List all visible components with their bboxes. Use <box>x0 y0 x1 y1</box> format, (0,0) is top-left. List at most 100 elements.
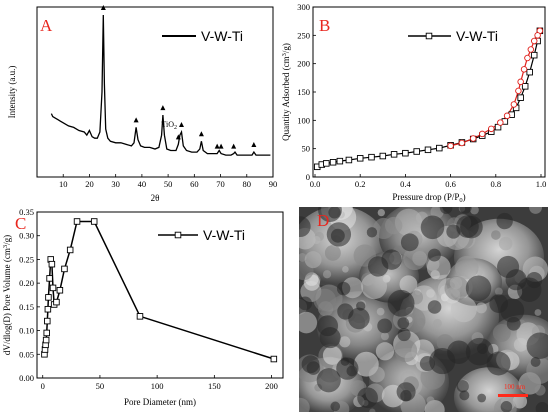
scale-bar <box>498 394 528 397</box>
sem-grain <box>513 337 528 352</box>
sem-grain <box>380 332 389 341</box>
sem-shadow <box>446 224 461 239</box>
sem-shadow <box>348 307 370 330</box>
desorption-point <box>488 125 495 133</box>
sem-grain <box>426 396 435 405</box>
sem-grain <box>394 208 423 237</box>
sem-grain <box>299 311 318 334</box>
sem-shadow <box>459 390 470 401</box>
pore-data-point <box>90 218 98 225</box>
sem-shadow <box>387 289 415 317</box>
sem-shadow <box>330 401 341 412</box>
x-tick-label: 40 <box>138 179 147 189</box>
x-tick-label: 150 <box>208 381 221 391</box>
peak-marker <box>251 142 257 148</box>
x-tick-label: 50 <box>96 381 105 391</box>
sem-grain <box>512 394 528 409</box>
sem-grain <box>455 255 479 280</box>
pore-data-point <box>44 317 51 325</box>
adsorption-point <box>413 148 420 155</box>
sem-shadow <box>299 216 311 238</box>
xrd-series-line <box>50 14 271 156</box>
y-tick-label: 300 <box>297 2 310 12</box>
pore-data-point <box>56 287 64 294</box>
peak-marker <box>133 117 139 123</box>
panel-letter-c: C <box>15 214 26 233</box>
x-tick-label: 0.2 <box>355 179 366 189</box>
sem-grain <box>475 302 487 314</box>
peak-marker <box>100 5 106 10</box>
sem-grain <box>299 397 310 412</box>
sem-shadow <box>447 340 471 364</box>
sem-grain <box>304 251 322 269</box>
desorption-point <box>497 119 504 126</box>
x-tick-label: 60 <box>190 179 199 189</box>
sem-shadow <box>439 207 453 214</box>
desorption-line <box>450 30 541 147</box>
adsorption-point <box>424 146 432 154</box>
sem-shadow <box>366 227 378 238</box>
adsorption-point <box>345 156 353 164</box>
x-tick-label: 1.0 <box>536 179 547 189</box>
panel-letter-b: B <box>319 16 330 35</box>
sem-grain <box>361 273 388 300</box>
desorption-point <box>447 142 454 150</box>
sem-grain <box>312 236 321 245</box>
adsorption-line <box>317 30 541 168</box>
peak-marker <box>198 131 204 137</box>
sem-grain <box>368 366 385 383</box>
adsorption-point <box>368 153 375 161</box>
sem-grain <box>376 307 385 316</box>
sem-shadow <box>497 255 520 278</box>
desorption-point <box>458 139 466 147</box>
y-tick-label: 0.05 <box>19 349 34 359</box>
adsorption-point <box>323 160 330 167</box>
desorption-point <box>478 130 486 138</box>
pore-data-point <box>270 355 278 363</box>
x-tick-label: 70 <box>216 179 225 189</box>
y-tick-label: 150 <box>297 87 310 97</box>
pore-data-point <box>45 294 52 301</box>
sem-shadow <box>420 215 445 240</box>
sem-shadow <box>316 368 341 393</box>
desorption-point <box>527 46 535 53</box>
peak-marker <box>218 143 224 149</box>
y-axis-label: dV/dlog(D) Pore Volume (cm3/g) <box>2 235 12 355</box>
sem-texture <box>299 207 548 412</box>
y-tick-label: 100 <box>297 115 310 125</box>
sem-shadow <box>299 296 313 311</box>
x-tick-label: 10 <box>59 179 68 189</box>
legend-label: V-W-Ti <box>456 28 498 44</box>
y-tick-label: 0.35 <box>19 207 34 217</box>
sem-grain <box>450 296 477 323</box>
sem-shadow <box>340 357 350 366</box>
sem-grain <box>322 270 332 279</box>
sem-grain <box>322 345 342 365</box>
sem-shadow <box>456 380 469 393</box>
sem-grain <box>426 255 451 280</box>
sem-grain <box>498 236 513 251</box>
sem-shadow <box>328 207 341 219</box>
sem-shadow <box>419 356 435 372</box>
sem-grain <box>394 339 418 363</box>
y-tick-label: 0.15 <box>19 302 34 312</box>
pore-data-point <box>48 260 56 268</box>
sem-shadow <box>477 393 487 403</box>
sem-grain <box>342 266 349 273</box>
desorption-point <box>530 37 538 45</box>
peak-marker <box>160 105 166 111</box>
x-axis-label: Pressure drop (P/P0) <box>392 192 465 204</box>
scale-bar-label: 100 nm <box>504 383 526 391</box>
sem-grain <box>444 276 470 301</box>
legend-marker <box>425 32 433 40</box>
sem-shadow <box>400 233 419 252</box>
x-tick-label: 80 <box>243 179 252 189</box>
peak-marker <box>175 134 181 140</box>
y-tick-label: 0.10 <box>19 326 34 336</box>
sem-grain <box>534 309 542 316</box>
y-axis-label: Intensity (a.u.) <box>7 66 17 119</box>
sem-grain <box>403 246 427 271</box>
sem-shadow <box>496 212 513 230</box>
sem-shadow <box>397 328 411 342</box>
sem-shadow <box>377 318 393 334</box>
